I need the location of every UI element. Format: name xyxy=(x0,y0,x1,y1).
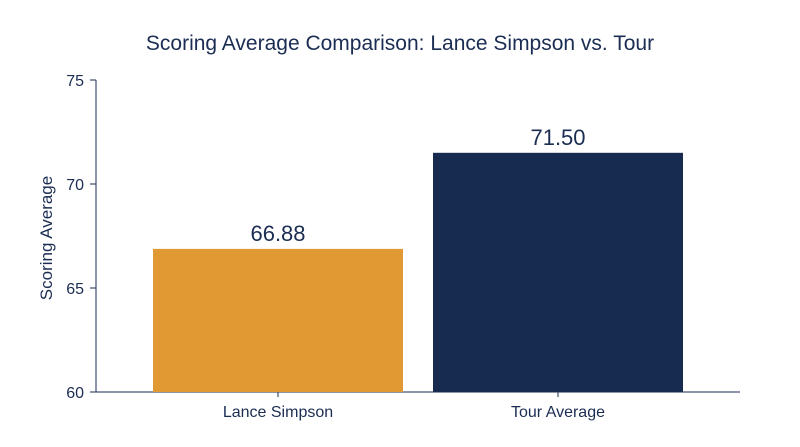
bar-value-label: 71.50 xyxy=(530,125,585,150)
bar-value-label: 66.88 xyxy=(250,221,305,246)
bar-lance-simpson xyxy=(153,248,403,392)
x-category-label: Tour Average xyxy=(511,404,605,421)
chart-title: Scoring Average Comparison: Lance Simpso… xyxy=(146,32,654,55)
y-tick-label: 75 xyxy=(66,73,84,90)
y-tick-label: 70 xyxy=(66,177,84,194)
x-category-label: Lance Simpson xyxy=(223,404,333,421)
y-tick-label: 60 xyxy=(66,385,84,402)
plot-area: 60 65 70 75 66.88 Lance Simpson 71.50 Tour Aver… xyxy=(66,73,740,421)
y-axis-label: Scoring Average xyxy=(37,176,56,300)
y-tick-label: 65 xyxy=(66,281,84,298)
bar-tour-average xyxy=(433,152,683,392)
